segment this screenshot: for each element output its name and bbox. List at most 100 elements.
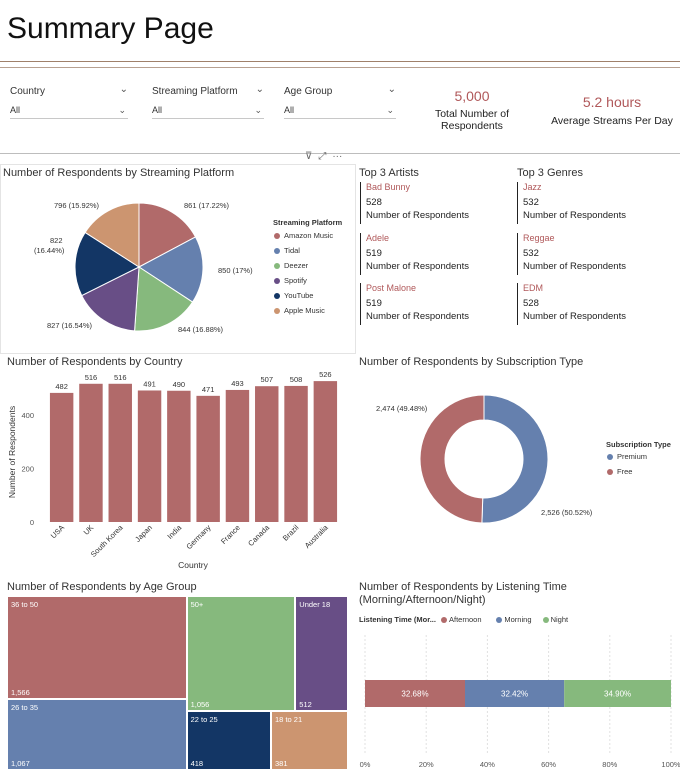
treemap-value-label: 418 xyxy=(190,758,204,768)
genre-card: Jazz 532 Number of Respondents xyxy=(517,182,626,224)
x-tick-label: Australia xyxy=(303,522,331,550)
legend-item-premium[interactable]: Premium xyxy=(607,452,647,461)
bar-canada[interactable] xyxy=(255,386,279,522)
bar-data-label: 482 xyxy=(55,382,68,391)
top-genres-title: Top 3 Genres xyxy=(517,167,584,179)
donut-data-label: 2,526 (50.52%) xyxy=(541,508,593,517)
stack-segment-morning[interactable] xyxy=(465,680,565,707)
country-bar-chart[interactable]: 0 200 400 Number of Respondents 482 USA 516 UK 5… xyxy=(0,370,350,575)
bar-uk[interactable] xyxy=(79,383,103,522)
chevron-down-icon[interactable]: ⌄ xyxy=(254,105,262,115)
genre-count: 528 xyxy=(523,298,539,309)
slicer-streaming-platform[interactable]: Streaming Platform ⌄ All ⌄ xyxy=(152,84,264,119)
legend-dot-icon xyxy=(274,308,280,315)
legend-dot-icon xyxy=(274,278,280,285)
bar-australia[interactable] xyxy=(313,381,338,522)
slicer-age-group[interactable]: Age Group ⌄ All ⌄ xyxy=(284,84,396,119)
treemap-category-label: 22 to 25 xyxy=(190,715,218,725)
chevron-up-icon[interactable]: ⌄ xyxy=(387,84,396,95)
slicer-country-dropdown[interactable]: All ⌄ xyxy=(10,103,128,119)
pie-slice-spotify[interactable] xyxy=(81,266,140,332)
treemap-value-label: 512 xyxy=(299,700,312,710)
treemap-cell-22-to-25[interactable]: 22 to 25 418 xyxy=(186,711,271,770)
chevron-down-icon[interactable]: ⌄ xyxy=(118,105,126,115)
bar-south-korea[interactable] xyxy=(108,383,132,522)
more-options-icon[interactable]: ··· xyxy=(332,151,343,162)
bar-france[interactable] xyxy=(225,389,250,522)
slicer-age-label: Age Group xyxy=(284,86,333,97)
bar-data-label: 507 xyxy=(260,375,273,384)
pie-slice-amazon-music[interactable] xyxy=(138,202,197,268)
bar-data-label: 471 xyxy=(202,385,215,394)
pie-slice-apple-music[interactable] xyxy=(84,202,140,268)
bar-brazil[interactable] xyxy=(284,385,308,522)
donut-segment-free[interactable] xyxy=(419,394,485,524)
slicer-platform-dropdown[interactable]: All ⌄ xyxy=(152,103,264,119)
legend-dot-icon xyxy=(441,617,447,624)
legend-item-afternoon[interactable]: Afternoon xyxy=(441,615,482,624)
pie-chart[interactable] xyxy=(0,164,356,354)
legend-item-night[interactable]: Night xyxy=(542,615,569,624)
legend-item-morning[interactable]: Morning xyxy=(496,615,532,624)
kpi-label: Respondents xyxy=(441,120,503,132)
subscription-donut-chart[interactable] xyxy=(360,372,680,572)
treemap-cell-50[interactable]: 50+ 1,056 xyxy=(186,596,296,712)
treemap-cell-26-to-35[interactable]: 26 to 35 1,067 xyxy=(7,699,187,770)
subscription-chart-title: Number of Respondents by Subscription Ty… xyxy=(359,356,584,368)
filter-icon[interactable]: ⊽ xyxy=(305,151,313,162)
slicer-age-dropdown[interactable]: All ⌄ xyxy=(284,103,396,119)
treemap-cell-36-to-50[interactable]: 36 to 50 1,566 xyxy=(7,596,187,700)
age-group-treemap[interactable]: 36 to 50 1,566 26 to 35 1,067 50+ 1,056 Under … xyxy=(7,596,348,770)
pie-chart-title: Number of Respondents by Streaming Platf… xyxy=(3,167,235,179)
listening-time-stacked-bar[interactable]: 0% 20% 40% 60% 80% 100% 32.68% 32.42% 34.90% xyxy=(355,630,680,771)
legend-item-apple-music[interactable]: Apple Music xyxy=(274,306,325,315)
treemap-cell-under-18[interactable]: Under 18 512 xyxy=(295,596,348,712)
x-tick-label: India xyxy=(165,522,183,540)
slicer-platform-label: Streaming Platform xyxy=(152,86,238,97)
page-title: Summary Page xyxy=(7,12,214,45)
chevron-up-icon[interactable]: ⌄ xyxy=(119,84,128,95)
legend-label: Night xyxy=(550,615,569,624)
legend-item-spotify[interactable]: Spotify xyxy=(274,276,307,285)
header-divider xyxy=(0,153,680,154)
pie-data-label: 822 xyxy=(50,236,63,245)
treemap-category-label: 18 to 21 xyxy=(275,715,303,725)
artist-card: Bad Bunny 528 Number of Respondents xyxy=(360,182,469,224)
stack-segment-night[interactable] xyxy=(564,680,671,707)
legend-dot-icon xyxy=(274,248,280,255)
slicer-country[interactable]: Country ⌄ All ⌄ xyxy=(10,84,128,119)
stack-segment-afternoon[interactable] xyxy=(365,680,466,707)
genre-count: 532 xyxy=(523,197,539,208)
treemap-cell-18-to-21[interactable]: 18 to 21 381 xyxy=(271,711,348,770)
card-caption: Number of Respondents xyxy=(523,210,626,221)
kpi-label: Total Number of xyxy=(434,108,510,120)
legend-dot-icon xyxy=(274,263,280,270)
pie-slice-deezer[interactable] xyxy=(134,266,194,332)
legend-item-youtube[interactable]: YouTube xyxy=(274,291,313,300)
slicer-country-value: All xyxy=(10,105,21,115)
treemap-value-label: 1,566 xyxy=(11,688,30,698)
pie-slice-youtube[interactable] xyxy=(74,231,141,297)
listening-legend-title: Listening Time (Mor... xyxy=(359,615,436,624)
x-tick-label: Japan xyxy=(133,523,154,544)
top-artists-title: Top 3 Artists xyxy=(359,167,419,179)
genre-name: EDM xyxy=(523,283,543,293)
legend-dot-icon xyxy=(274,233,280,240)
listening-title-line1: Number of Respondents by Listening Time xyxy=(359,581,567,593)
donut-segment-premium[interactable] xyxy=(481,394,549,524)
genre-count: 532 xyxy=(523,248,539,259)
legend-item-free[interactable]: Free xyxy=(607,467,632,476)
pie-slice-tidal[interactable] xyxy=(138,236,204,303)
bar-india[interactable] xyxy=(167,390,191,522)
focus-mode-icon[interactable]: ⤢ xyxy=(318,151,327,162)
legend-item-amazon-music[interactable]: Amazon Music xyxy=(274,231,333,240)
legend-label: Spotify xyxy=(284,276,307,285)
chevron-down-icon[interactable]: ⌄ xyxy=(386,105,394,115)
chevron-up-icon[interactable]: ⌄ xyxy=(255,84,264,95)
legend-item-tidal[interactable]: Tidal xyxy=(274,246,300,255)
bar-germany[interactable] xyxy=(196,395,220,522)
bar-usa[interactable] xyxy=(49,392,74,522)
y-axis-label: Number of Respondents xyxy=(7,406,17,498)
bar-japan[interactable] xyxy=(137,390,162,522)
legend-item-deezer[interactable]: Deezer xyxy=(274,261,308,270)
